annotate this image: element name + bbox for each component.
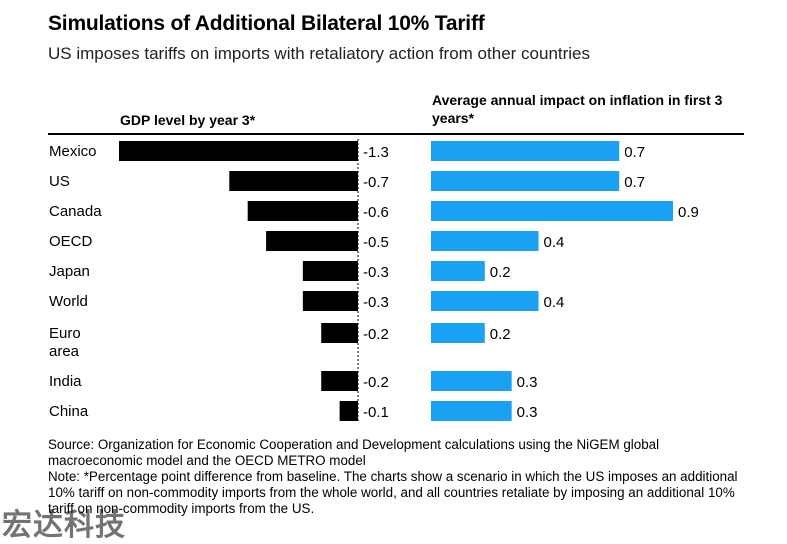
inflation-bar-china: [431, 401, 512, 421]
gdp-panel-title: GDP level by year 3*: [120, 112, 256, 128]
category-label-india: India: [49, 373, 82, 390]
inflation-bar-world: [431, 291, 539, 311]
header-rule: [48, 133, 744, 135]
source-text: Source: Organization for Economic Cooper…: [48, 437, 660, 468]
inflation-value-oecd: 0.4: [544, 234, 565, 251]
inflation-value-us: 0.7: [624, 174, 645, 191]
gdp-value-china: -0.1: [363, 404, 389, 421]
inflation-value-world: 0.4: [544, 294, 565, 311]
gdp-value-world: -0.3: [363, 294, 389, 311]
footnote: Source: Organization for Economic Cooper…: [48, 437, 748, 517]
gdp-bar-china: [339, 401, 358, 421]
inflation-value-canada: 0.9: [678, 204, 699, 221]
inflation-bar-india: [431, 371, 512, 391]
gdp-bar-euro-area: [321, 323, 358, 343]
gdp-value-oecd: -0.5: [363, 234, 389, 251]
category-label-world: World: [49, 293, 88, 310]
inflation-value-india: 0.3: [517, 374, 538, 391]
inflation-bar-japan: [431, 261, 485, 281]
bar-chart: Mexico -1.3 0.7 US -0.7 0.7 Canada -0.6 0.9 OECD -…: [49, 139, 699, 423]
gdp-bar-canada: [247, 201, 358, 221]
gdp-bar-us: [229, 171, 358, 191]
gdp-bar-world: [302, 291, 358, 311]
inflation-value-china: 0.3: [517, 404, 538, 421]
gdp-value-us: -0.7: [363, 174, 389, 191]
inflation-value-euro-area: 0.2: [490, 326, 511, 343]
inflation-bar-us: [431, 171, 620, 191]
inflation-bar-euro-area: [431, 323, 485, 343]
inflation-bar-mexico: [431, 141, 620, 161]
category-label-mexico: Mexico: [49, 143, 97, 160]
category-label-euro-area: Euro area: [49, 325, 81, 360]
gdp-bar-mexico: [119, 141, 358, 161]
category-label-china: China: [49, 403, 89, 420]
inflation-value-japan: 0.2: [490, 264, 511, 281]
category-label-oecd: OECD: [49, 233, 93, 250]
inflation-bar-canada: [431, 201, 673, 221]
gdp-bar-india: [321, 371, 358, 391]
inflation-value-mexico: 0.7: [624, 144, 645, 161]
gdp-value-canada: -0.6: [363, 204, 389, 221]
note-text: Note: *Percentage point difference from …: [48, 469, 738, 516]
category-label-us: US: [49, 173, 70, 190]
gdp-bar-oecd: [266, 231, 358, 251]
gdp-bar-japan: [302, 261, 358, 281]
gdp-value-euro-area: -0.2: [363, 326, 389, 343]
category-label-japan: Japan: [49, 263, 90, 280]
gdp-value-mexico: -1.3: [363, 144, 389, 161]
gdp-value-japan: -0.3: [363, 264, 389, 281]
category-label-canada: Canada: [49, 203, 102, 220]
gdp-value-india: -0.2: [363, 374, 389, 391]
chart-title: Simulations of Additional Bilateral 10% …: [48, 12, 485, 35]
chart-subtitle: US imposes tariffs on imports with retal…: [48, 44, 591, 63]
inflation-panel-title: Average annual impact on inflation in fi…: [432, 92, 723, 126]
inflation-bar-oecd: [431, 231, 539, 251]
watermark: 宏达科技: [2, 509, 126, 542]
